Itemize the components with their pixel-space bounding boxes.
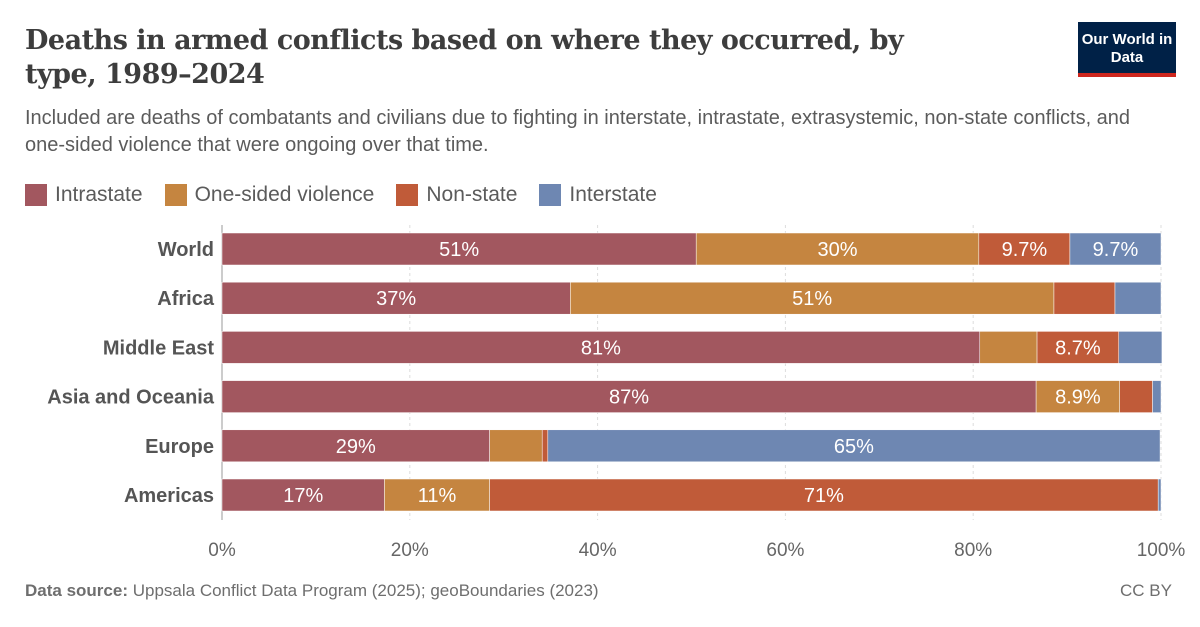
bar-segment <box>1152 380 1162 413</box>
bar-segment <box>221 232 697 266</box>
data-label: 17% <box>283 485 323 507</box>
bar-segment <box>1114 281 1162 315</box>
bar-segment <box>541 429 549 463</box>
legend-swatch <box>539 184 562 206</box>
x-tick-label: 0% <box>208 540 236 561</box>
data-label: 81% <box>581 337 621 359</box>
chart-title: Deaths in armed conflicts based on where… <box>25 25 904 90</box>
footer-source: Data source: Uppsala Conflict Data Progr… <box>25 581 599 601</box>
legend-label: Non-state <box>426 183 518 206</box>
data-label: 51% <box>439 239 479 261</box>
bar-segment <box>1119 380 1153 413</box>
data-label: 65% <box>834 436 874 458</box>
legend-label: One-sided violence <box>194 183 375 206</box>
bar-segment <box>221 281 571 315</box>
bar-segment <box>1053 281 1116 315</box>
bar-segment <box>489 429 543 463</box>
x-tick-label: 100% <box>1137 540 1186 561</box>
data-label: 8.7% <box>1055 337 1101 359</box>
x-tick-label: 60% <box>766 540 804 561</box>
legend-swatch <box>396 184 419 206</box>
legend-item[interactable]: One-sided violence <box>164 183 375 207</box>
source-text[interactable]: Uppsala Conflict Data Program (2025); ge… <box>132 581 599 600</box>
category-label: World <box>158 239 214 261</box>
data-label: 30% <box>817 239 857 261</box>
owid-logo[interactable]: Our World in Data <box>1078 22 1176 77</box>
bar-segment <box>979 331 1038 364</box>
legend-label: Intrastate <box>55 183 143 206</box>
data-label: 11% <box>418 485 457 507</box>
category-label: Europe <box>145 436 214 458</box>
legend-item[interactable]: Interstate <box>539 183 657 207</box>
category-label: Middle East <box>103 337 214 359</box>
data-label: 71% <box>804 485 844 507</box>
category-label: Africa <box>157 288 215 310</box>
x-tick-label: 80% <box>954 540 992 561</box>
chart-subtitle: Included are deaths of combatants and ci… <box>25 107 1131 156</box>
legend: Intrastate One-sided violence Non-state Int… <box>25 183 657 207</box>
bar-segment <box>695 232 980 266</box>
category-label: Americas <box>124 485 214 507</box>
bar-segment <box>221 331 981 364</box>
bar-segment <box>1157 478 1162 512</box>
data-label: 8.9% <box>1055 387 1101 409</box>
legend-swatch <box>25 184 47 206</box>
license[interactable]: CC BY <box>1120 581 1172 600</box>
data-label: 87% <box>609 387 649 409</box>
bar-segment <box>1036 331 1119 364</box>
source-label: Data source: <box>25 581 128 600</box>
bar-segment <box>489 478 1159 512</box>
bar-segment <box>221 429 490 463</box>
legend-swatch <box>164 184 187 206</box>
legend-item[interactable]: Intrastate <box>25 183 143 207</box>
data-label: 51% <box>792 288 832 310</box>
legend-label: Interstate <box>569 183 657 206</box>
bar-segment <box>1069 232 1162 266</box>
bar-segment <box>1118 331 1163 364</box>
legend-item[interactable]: Non-state <box>396 183 517 207</box>
bar-segment <box>978 232 1071 266</box>
data-label: 29% <box>336 436 376 458</box>
category-label: Asia and Oceania <box>47 387 215 409</box>
bar-segment <box>547 429 1161 463</box>
data-label: 9.7% <box>1093 239 1139 261</box>
x-tick-label: 40% <box>579 540 617 561</box>
data-label: 37% <box>376 288 416 310</box>
bar-segment <box>570 281 1055 315</box>
x-tick-label: 20% <box>391 540 429 561</box>
data-label: 9.7% <box>1002 239 1048 261</box>
